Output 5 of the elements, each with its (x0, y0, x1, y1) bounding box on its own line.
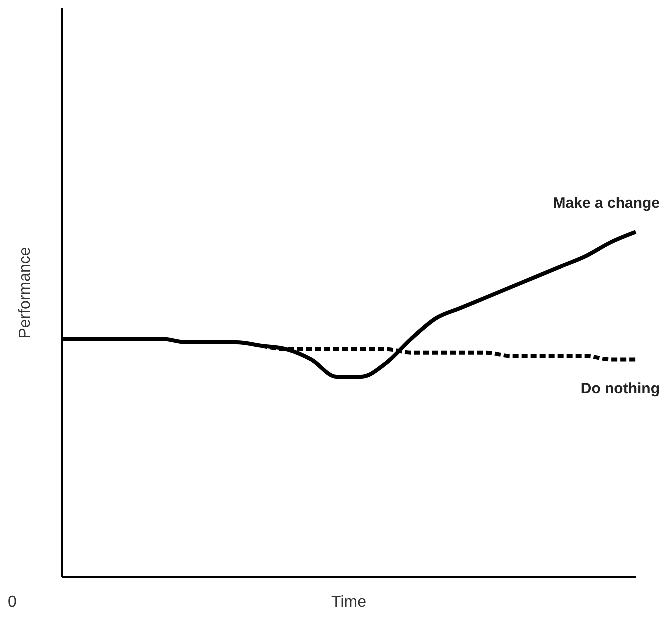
text: Make a change (553, 195, 660, 212)
x-axis-title: Time (330, 594, 368, 612)
text: 0 (8, 594, 17, 612)
series-label: Do nothing (580, 380, 660, 398)
y-axis-title: Performance (17, 247, 35, 339)
